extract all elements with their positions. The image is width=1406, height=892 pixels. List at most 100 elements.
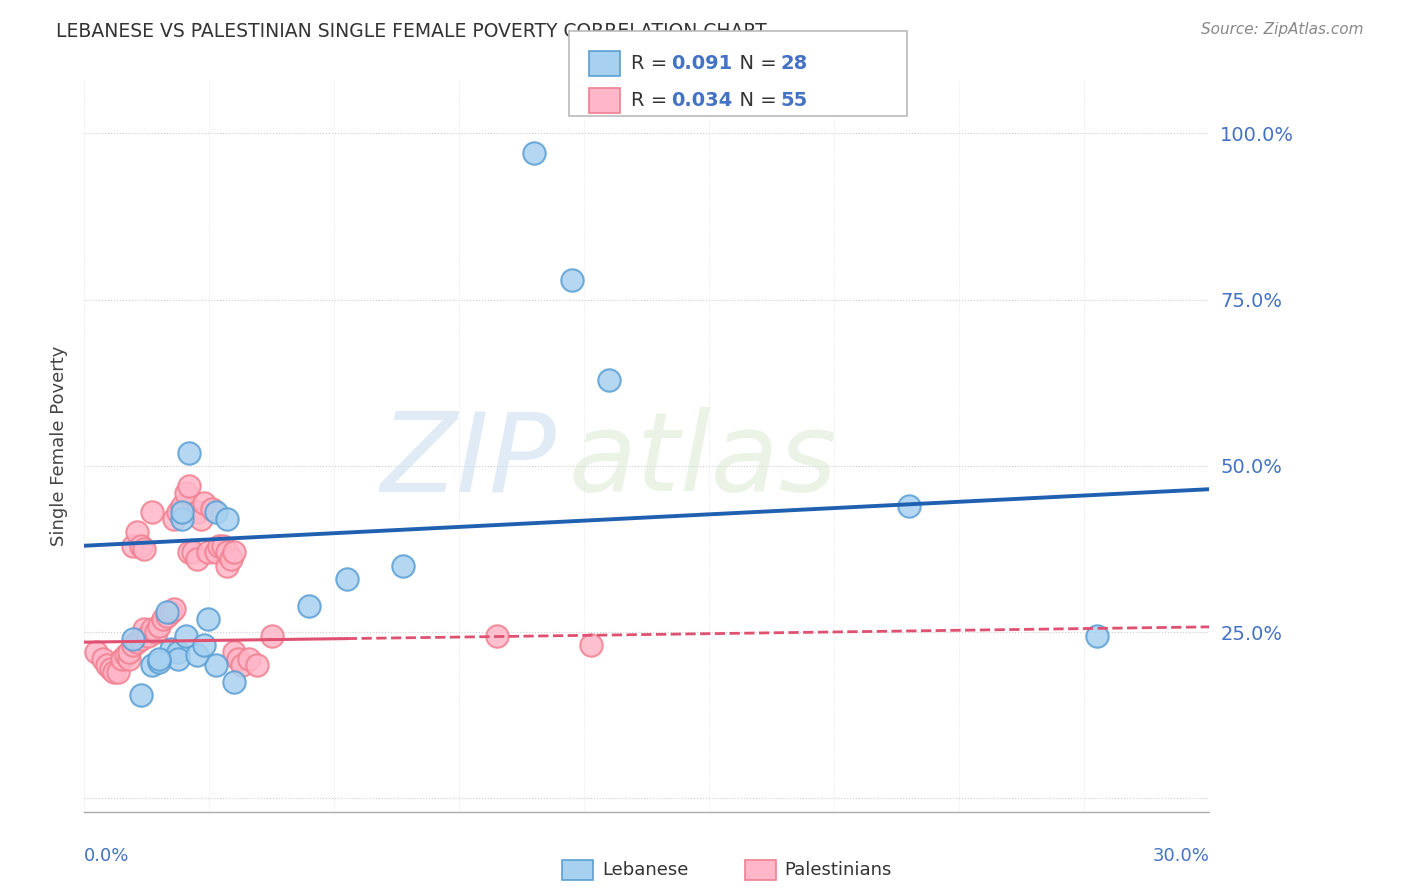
- Point: [186, 506, 208, 520]
- Point: [129, 539, 152, 553]
- Text: 28: 28: [780, 54, 807, 73]
- Point: [215, 512, 238, 526]
- Point: [179, 445, 201, 459]
- Point: [1085, 628, 1108, 642]
- Point: [159, 641, 181, 656]
- Text: N =: N =: [727, 91, 783, 111]
- Point: [96, 658, 118, 673]
- Text: R =: R =: [631, 54, 673, 73]
- Point: [181, 545, 204, 559]
- Point: [163, 602, 186, 616]
- Point: [91, 652, 114, 666]
- Point: [219, 552, 242, 566]
- Point: [148, 655, 170, 669]
- Point: [122, 632, 145, 646]
- Point: [336, 572, 359, 586]
- Point: [136, 628, 159, 642]
- Point: [148, 618, 170, 632]
- Point: [298, 599, 321, 613]
- Point: [246, 658, 269, 673]
- Point: [84, 645, 107, 659]
- Point: [141, 506, 163, 520]
- Text: ZIP: ZIP: [381, 407, 557, 514]
- Point: [485, 628, 508, 642]
- Point: [579, 639, 602, 653]
- Point: [145, 625, 167, 640]
- Point: [179, 479, 201, 493]
- Point: [561, 273, 583, 287]
- Point: [197, 545, 219, 559]
- Point: [174, 485, 197, 500]
- Point: [111, 652, 134, 666]
- Point: [163, 512, 186, 526]
- Point: [204, 658, 226, 673]
- Point: [141, 622, 163, 636]
- Point: [224, 675, 246, 690]
- Point: [392, 558, 415, 573]
- Point: [122, 539, 145, 553]
- Text: Lebanese: Lebanese: [602, 861, 688, 879]
- Point: [215, 545, 238, 559]
- Point: [226, 652, 249, 666]
- Text: 0.0%: 0.0%: [84, 847, 129, 865]
- Text: N =: N =: [727, 54, 783, 73]
- Text: 30.0%: 30.0%: [1153, 847, 1209, 865]
- Point: [107, 665, 129, 679]
- Text: Source: ZipAtlas.com: Source: ZipAtlas.com: [1201, 22, 1364, 37]
- Text: 55: 55: [780, 91, 807, 111]
- Point: [134, 622, 156, 636]
- Point: [129, 689, 152, 703]
- Point: [201, 502, 224, 516]
- Point: [224, 645, 246, 659]
- Point: [193, 495, 215, 509]
- Text: Palestinians: Palestinians: [785, 861, 891, 879]
- Point: [118, 652, 141, 666]
- Point: [125, 525, 148, 540]
- Point: [186, 552, 208, 566]
- Point: [179, 545, 201, 559]
- Point: [141, 658, 163, 673]
- Point: [212, 539, 235, 553]
- Text: 0.034: 0.034: [671, 91, 733, 111]
- Point: [134, 542, 156, 557]
- Point: [100, 662, 122, 676]
- Point: [159, 605, 181, 619]
- Point: [118, 645, 141, 659]
- Point: [125, 635, 148, 649]
- Point: [193, 639, 215, 653]
- Point: [186, 648, 208, 663]
- Point: [122, 639, 145, 653]
- Point: [523, 146, 546, 161]
- Point: [129, 632, 152, 646]
- Point: [167, 645, 190, 659]
- Point: [170, 512, 193, 526]
- Text: atlas: atlas: [568, 407, 837, 514]
- Point: [224, 545, 246, 559]
- Point: [114, 648, 136, 663]
- Point: [170, 499, 193, 513]
- Point: [204, 545, 226, 559]
- Point: [215, 558, 238, 573]
- Point: [260, 628, 283, 642]
- Point: [167, 652, 190, 666]
- Point: [598, 372, 620, 386]
- Point: [156, 605, 179, 619]
- Point: [103, 665, 125, 679]
- Text: LEBANESE VS PALESTINIAN SINGLE FEMALE POVERTY CORRELATION CHART: LEBANESE VS PALESTINIAN SINGLE FEMALE PO…: [56, 22, 768, 41]
- Point: [174, 628, 197, 642]
- Point: [152, 612, 174, 626]
- Point: [238, 652, 260, 666]
- Text: R =: R =: [631, 91, 673, 111]
- Point: [197, 612, 219, 626]
- Text: 0.091: 0.091: [671, 54, 733, 73]
- Point: [898, 499, 921, 513]
- Y-axis label: Single Female Poverty: Single Female Poverty: [49, 346, 67, 546]
- Point: [156, 608, 179, 623]
- Point: [170, 506, 193, 520]
- Point: [190, 512, 212, 526]
- Point: [167, 506, 190, 520]
- Point: [231, 658, 253, 673]
- Point: [204, 506, 226, 520]
- Point: [208, 539, 231, 553]
- Point: [148, 652, 170, 666]
